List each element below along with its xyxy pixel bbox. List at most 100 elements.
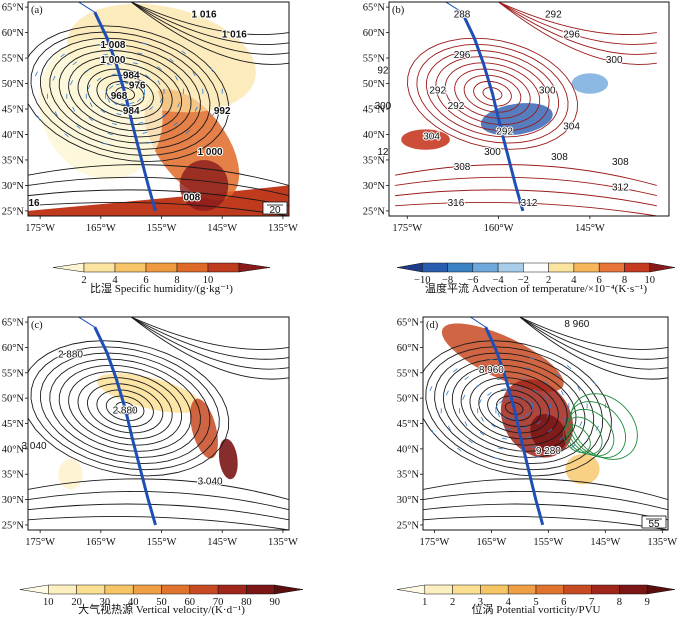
wind-vector xyxy=(111,73,117,76)
colorbar-tick-label: 8 xyxy=(617,597,622,608)
y-tick-label: 55°N xyxy=(363,54,386,65)
contour-line xyxy=(96,74,154,113)
wind-vector xyxy=(76,125,81,130)
storm-track-extension xyxy=(469,317,486,328)
colorbar-tick-label: −4 xyxy=(493,275,505,286)
colorbar-tick-label: 1 xyxy=(422,597,427,608)
wind-vector xyxy=(107,133,113,135)
wind-vector xyxy=(103,142,109,145)
colorbar-swatch xyxy=(238,262,271,273)
colorbar-swatch xyxy=(396,262,423,273)
y-tick-label: 60°N xyxy=(2,28,25,39)
y-tick-label: 30°N xyxy=(397,495,420,506)
wind-vector xyxy=(169,58,174,63)
contour-line xyxy=(519,317,668,360)
contour-label: 976 xyxy=(129,81,146,92)
contour-label: 292 xyxy=(429,86,446,97)
contour-line xyxy=(28,201,289,216)
y-tick-label: 30°N xyxy=(2,181,25,192)
colorbar-swatch xyxy=(207,262,240,273)
wind-vector xyxy=(521,396,526,401)
contour-label: 308 xyxy=(454,162,471,173)
colorbar: 2 4 6 8 10 xyxy=(52,262,271,286)
shading-band xyxy=(190,398,218,459)
pv-contour xyxy=(570,393,638,460)
wind-vector xyxy=(534,456,540,459)
contour-line xyxy=(77,377,173,440)
wind-vector xyxy=(566,365,572,369)
contour-line xyxy=(425,50,560,138)
wind-vector xyxy=(518,416,524,419)
colorbar-swatch xyxy=(274,584,304,595)
wind-vector xyxy=(577,386,581,391)
contour-line xyxy=(395,189,657,207)
wind-vector xyxy=(544,394,548,400)
colorbar-tick-label: 70 xyxy=(213,597,224,608)
contour-line xyxy=(49,43,201,144)
y-tick-label: 40°N xyxy=(2,444,25,455)
colorbar-swatch xyxy=(573,262,600,273)
contour-line xyxy=(105,395,145,422)
contour-line xyxy=(131,2,289,36)
y-tick-label: 35°N xyxy=(397,470,420,481)
contour-label: 292 xyxy=(496,126,513,137)
contour-label: 12 xyxy=(377,147,389,158)
colorbar-tick-label: 8 xyxy=(174,275,179,286)
colorbar-tick-label: −6 xyxy=(467,275,478,286)
wind-vector xyxy=(480,416,484,422)
contour-label: 1 016 xyxy=(222,30,247,41)
contour-label: 3 040 xyxy=(22,441,47,452)
contour-label: 9 280 xyxy=(536,446,561,457)
contour-line xyxy=(498,2,657,55)
contour-label: 308 xyxy=(551,152,568,163)
pv-contour xyxy=(566,408,615,457)
reference-vector-label: 55 xyxy=(648,519,660,530)
y-tick-label: 60°N xyxy=(363,28,386,39)
wind-vector xyxy=(192,71,196,77)
colorbar-swatch xyxy=(161,584,191,595)
colorbar-swatch xyxy=(480,584,509,595)
contour-line xyxy=(105,80,145,107)
storm-track xyxy=(460,11,525,212)
colorbar-tick-label: 30 xyxy=(100,597,111,608)
contour-line xyxy=(498,2,657,65)
contour-label: 8 960 xyxy=(564,319,589,330)
contour-line xyxy=(444,62,541,126)
colorbar-swatch xyxy=(83,262,116,273)
contour-line xyxy=(130,2,289,65)
y-tick-label: 50°N xyxy=(363,79,386,90)
wind-vector xyxy=(429,386,433,391)
contour-line xyxy=(463,74,522,113)
wind-vector xyxy=(60,53,65,58)
colorbar-caption: 大气视热源 Vertical velocity/(K·d⁻¹) xyxy=(78,602,245,616)
wind-vector xyxy=(491,423,496,428)
y-tick-label: 35°N xyxy=(2,470,25,481)
contour-label: 292 xyxy=(545,9,562,20)
wind-vector xyxy=(555,373,560,377)
y-tick-label: 25°N xyxy=(397,520,420,531)
contour-line xyxy=(469,377,559,440)
wind-vector xyxy=(502,415,507,420)
wind-vector xyxy=(64,133,69,138)
wind-vector xyxy=(105,89,108,94)
contour-label: 304 xyxy=(423,132,440,143)
contour-label: 3 040 xyxy=(198,476,223,487)
wind-vector xyxy=(464,421,468,427)
wind-vector xyxy=(175,75,178,81)
panel-field xyxy=(28,317,289,530)
colorbar: −10 −8 −6 −4 −2 2 4 6 8 10 xyxy=(396,262,676,286)
colorbar-tick-label: 6 xyxy=(561,597,566,608)
x-tick-label: 145°W xyxy=(590,537,620,548)
wind-vector xyxy=(479,431,485,436)
contour-line xyxy=(68,370,183,446)
panel-label: (c) xyxy=(31,320,43,331)
x-tick-label: 155°W xyxy=(533,537,563,548)
wind-vector xyxy=(457,447,462,452)
x-tick-label: 160°W xyxy=(484,223,514,234)
y-tick-label: 40°N xyxy=(2,130,25,141)
storm-track-extension xyxy=(77,317,96,328)
colorbar-swatch xyxy=(548,262,575,273)
contour-label: 008 xyxy=(184,193,201,204)
contour-label: 968 xyxy=(111,91,128,102)
